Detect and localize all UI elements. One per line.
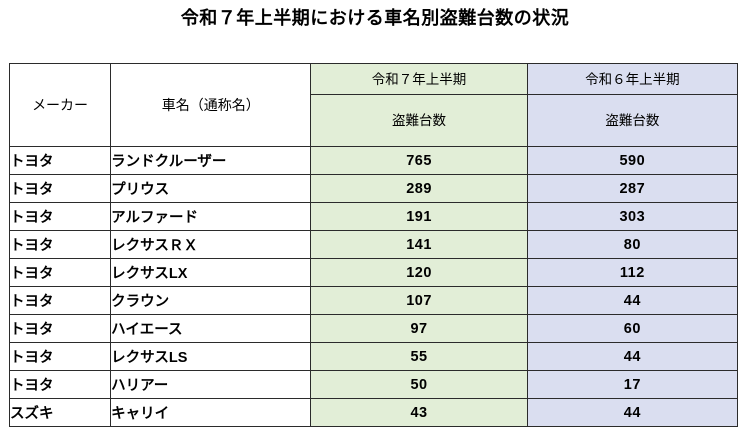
cell-car-name: クラウン (110, 286, 312, 315)
column-header-current-period-metric: 盗難台数 (392, 112, 447, 128)
cell-previous-period-count: 44 (526, 342, 739, 371)
cell-current-period-count: 289 (310, 174, 528, 203)
table-row: トヨタ ランドクルーザー 765 590 (8, 146, 739, 175)
table-header: メーカー 車名（通称名） 令和７年上半期 盗難台数 令和６年上半期 盗難台数 (8, 63, 739, 147)
cell-current-period-count: 50 (310, 370, 528, 399)
cell-car-name: レクサスＲＸ (110, 230, 312, 259)
cell-maker: トヨタ (8, 258, 112, 287)
table-header-row: メーカー 車名（通称名） 令和７年上半期 盗難台数 令和６年上半期 盗難台数 (8, 63, 739, 147)
cell-car-name: ハイエース (110, 314, 312, 343)
cell-maker: スズキ (8, 398, 112, 427)
column-header-previous-period: 令和６年上半期 盗難台数 (526, 63, 739, 147)
column-header-car-name: 車名（通称名） (110, 63, 312, 147)
column-header-previous-period-metric: 盗難台数 (605, 112, 660, 128)
table-row: トヨタ クラウン 107 44 (8, 286, 739, 315)
cell-maker: トヨタ (8, 370, 112, 399)
page-title: 令和７年上半期における車名別盗難台数の状況 (180, 8, 570, 28)
cell-maker: トヨタ (8, 202, 112, 231)
cell-previous-period-count: 112 (526, 258, 739, 287)
cell-previous-period-count: 303 (526, 202, 739, 231)
cell-maker: トヨタ (8, 314, 112, 343)
cell-maker: トヨタ (8, 146, 112, 175)
cell-car-name: ハリアー (110, 370, 312, 399)
cell-current-period-count: 120 (310, 258, 528, 287)
table-row: トヨタ アルファード 191 303 (8, 202, 739, 231)
cell-car-name: レクサスLX (110, 258, 312, 287)
cell-car-name: キャリイ (110, 398, 312, 427)
cell-maker: トヨタ (8, 286, 112, 315)
cell-current-period-count: 97 (310, 314, 528, 343)
table-row: トヨタ レクサスLX 120 112 (8, 258, 739, 287)
cell-previous-period-count: 17 (526, 370, 739, 399)
table-row: トヨタ ハリアー 50 17 (8, 370, 739, 399)
table-row: トヨタ プリウス 289 287 (8, 174, 739, 203)
column-header-previous-period-label: 令和６年上半期 (527, 65, 737, 95)
table-row: トヨタ レクサスLS 55 44 (8, 342, 739, 371)
cell-current-period-count: 141 (310, 230, 528, 259)
cell-maker: トヨタ (8, 174, 112, 203)
table-row: スズキ キャリイ 43 44 (8, 398, 739, 427)
cell-previous-period-count: 287 (526, 174, 739, 203)
cell-previous-period-count: 80 (526, 230, 739, 259)
cell-previous-period-count: 44 (526, 286, 739, 315)
cell-current-period-count: 107 (310, 286, 528, 315)
column-header-maker: メーカー (8, 63, 112, 147)
column-header-current-period: 令和７年上半期 盗難台数 (310, 63, 528, 147)
cell-previous-period-count: 60 (526, 314, 739, 343)
cell-current-period-count: 765 (310, 146, 528, 175)
theft-statistics-table: メーカー 車名（通称名） 令和７年上半期 盗難台数 令和６年上半期 盗難台数 ト… (8, 63, 739, 427)
cell-previous-period-count: 590 (526, 146, 739, 175)
cell-maker: トヨタ (8, 342, 112, 371)
cell-car-name: ランドクルーザー (110, 146, 312, 175)
cell-car-name: プリウス (110, 174, 312, 203)
table-row: トヨタ ハイエース 97 60 (8, 314, 739, 343)
table-body: トヨタ ランドクルーザー 765 590 トヨタ プリウス 289 287 トヨタ アルファード 1… (8, 146, 739, 427)
cell-maker: トヨタ (8, 230, 112, 259)
column-header-current-period-label: 令和７年上半期 (311, 65, 527, 95)
table-row: トヨタ レクサスＲＸ 141 80 (8, 230, 739, 259)
cell-current-period-count: 191 (310, 202, 528, 231)
cell-car-name: レクサスLS (110, 342, 312, 371)
theft-statistics-table-container: メーカー 車名（通称名） 令和７年上半期 盗難台数 令和６年上半期 盗難台数 ト… (8, 63, 739, 427)
cell-current-period-count: 55 (310, 342, 528, 371)
cell-car-name: アルファード (110, 202, 312, 231)
cell-previous-period-count: 44 (526, 398, 739, 427)
cell-current-period-count: 43 (310, 398, 528, 427)
